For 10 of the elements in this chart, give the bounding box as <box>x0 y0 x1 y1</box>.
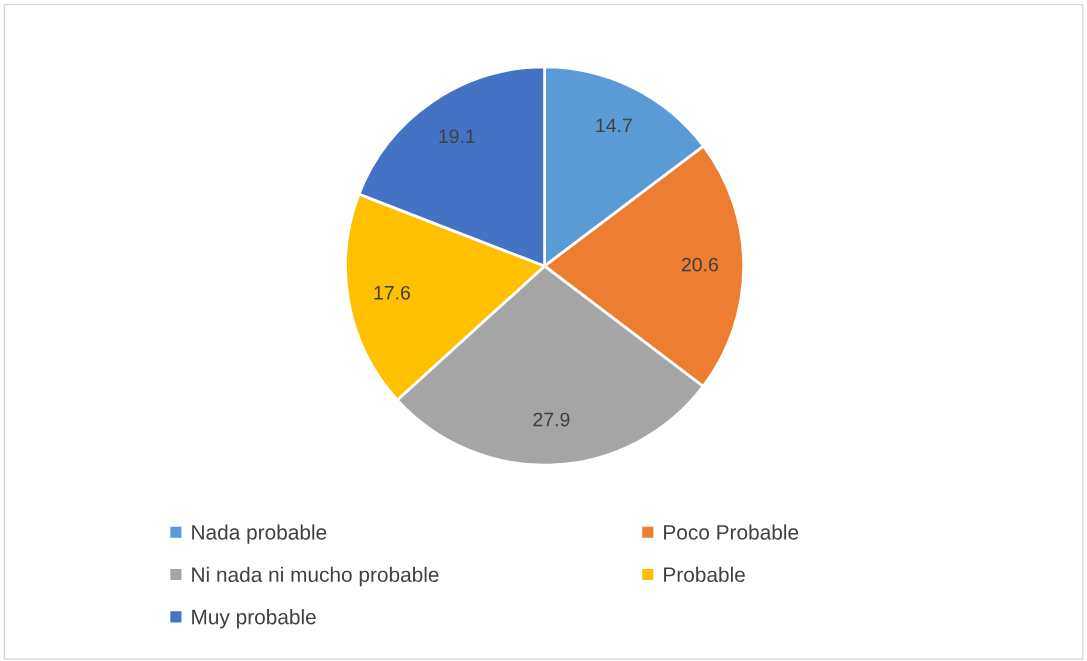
legend-label: Muy probable <box>192 609 316 629</box>
data-label: 20.6 <box>681 257 718 272</box>
legend-label: Nada probable <box>192 524 327 544</box>
legend-label: Ni nada ni mucho probable <box>192 566 439 587</box>
legend-label: Poco Probable <box>664 524 799 540</box>
legend-label: Probable <box>664 566 745 583</box>
data-label: 27.9 <box>533 412 570 427</box>
data-label: 19.1 <box>439 129 475 144</box>
data-label: 14.7 <box>596 118 632 133</box>
data-label: 17.6 <box>374 285 410 300</box>
